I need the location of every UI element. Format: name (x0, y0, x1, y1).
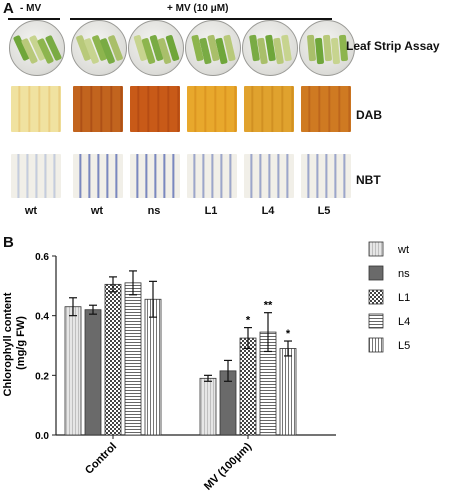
genotype-label: wt (90, 205, 104, 217)
significance-star: ** (264, 300, 273, 312)
dab-stained-leaf (73, 86, 123, 132)
genotype-label: ns (147, 205, 161, 217)
control-header: - MV (20, 3, 42, 14)
dab-stained-leaf (301, 86, 351, 132)
legend-label-L1: L1 (398, 292, 410, 304)
petri-dish (9, 20, 65, 76)
petri-dish (128, 20, 184, 76)
bar-L1 (104, 283, 122, 436)
petri-dish (299, 20, 355, 76)
legend-swatch-L5 (368, 337, 384, 353)
significance-star: * (246, 315, 251, 327)
genotype-label: L4 (261, 205, 275, 217)
genotype-label: L1 (204, 205, 218, 217)
nbt-stained-leaf (301, 154, 351, 198)
row-label-leaf-strip: Leaf Strip Assay (346, 39, 440, 53)
panel-b-label: B (3, 234, 14, 251)
genotype-label: L5 (317, 205, 331, 217)
legend-label-L5: L5 (398, 340, 410, 352)
y-axis-label: Chlorophyll content (mg/g FW) (2, 290, 27, 397)
legend-swatch-L4 (368, 313, 384, 329)
legend-label-ns: ns (398, 268, 410, 280)
x-category-label: Control (83, 441, 119, 477)
treatment-header-rule (70, 18, 332, 20)
treatment-header: + MV (10 μM) (167, 3, 229, 14)
bar-L5 (279, 348, 297, 436)
bar-L5 (144, 298, 162, 436)
dab-stained-leaf (11, 86, 61, 132)
y-tick-label: 0.4 (35, 312, 49, 323)
y-tick-label: 0.0 (35, 431, 49, 442)
nbt-stained-leaf (130, 154, 180, 198)
petri-dish (242, 20, 298, 76)
dab-stained-leaf (244, 86, 294, 132)
y-tick-label: 0.6 (35, 252, 49, 263)
y-tick-label: 0.2 (35, 371, 49, 382)
bar-wt (199, 377, 217, 436)
petri-dish (71, 20, 127, 76)
x-category-label: MV (100μm) (202, 440, 254, 492)
control-header-rule (8, 18, 60, 20)
bar-L1 (239, 337, 257, 436)
bar-wt (64, 306, 82, 436)
row-label-dab: DAB (356, 108, 382, 122)
legend-swatch-L1 (368, 289, 384, 305)
genotype-label: wt (24, 205, 38, 217)
dab-stained-leaf (187, 86, 237, 132)
legend-swatch-wt (368, 241, 384, 257)
nbt-stained-leaf (73, 154, 123, 198)
panel-a-label: A (3, 0, 14, 17)
dab-stained-leaf (130, 86, 180, 132)
row-label-nbt: NBT (356, 173, 381, 187)
bar-ns (84, 309, 102, 436)
petri-dish (185, 20, 241, 76)
legend-label-wt: wt (397, 244, 409, 256)
legend-label-L4: L4 (398, 316, 410, 328)
bar-L4 (124, 282, 142, 436)
nbt-stained-leaf (11, 154, 61, 198)
nbt-stained-leaf (187, 154, 237, 198)
legend-swatch-ns (368, 265, 384, 281)
significance-star: * (286, 328, 291, 340)
nbt-stained-leaf (244, 154, 294, 198)
chlorophyll-bar-chart: Chlorophyll content (mg/g FW) 0.0 0.2 0.4 0… (2, 241, 410, 492)
